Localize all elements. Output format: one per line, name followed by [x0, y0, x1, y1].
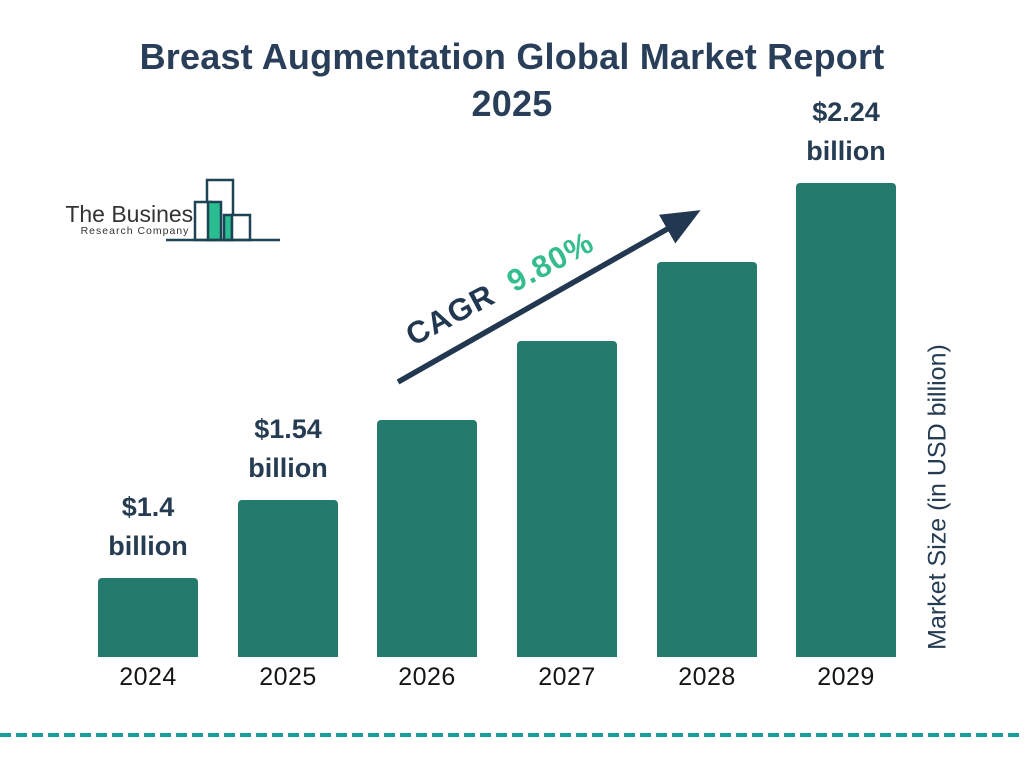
bar-2025 — [238, 500, 338, 657]
x-tick-2029: 2029 — [817, 663, 875, 691]
value-label-2024: $1.4 billion — [108, 492, 188, 561]
bar-2028 — [657, 262, 757, 657]
value-label-2029: $2.24 billion — [806, 97, 886, 166]
page-title-line2: 2025 — [471, 83, 553, 124]
x-tick-2026: 2026 — [398, 663, 456, 691]
company-logo: The Business Research Company — [60, 172, 290, 250]
bottom-dashed-divider — [0, 733, 1024, 737]
page-title: Breast Augmentation Global Market Report… — [0, 33, 1024, 127]
cagr-annotation: CAGR 9.80% — [400, 224, 600, 353]
company-logo-subname: Research Company — [80, 225, 190, 237]
page-title-line1: Breast Augmentation Global Market Report — [139, 36, 885, 77]
value-label-2025: $1.54 billion — [248, 414, 328, 483]
bar-2029 — [796, 183, 896, 657]
company-logo-name: The Business — [65, 201, 205, 227]
x-tick-2027: 2027 — [538, 663, 596, 691]
x-tick-2028: 2028 — [678, 663, 736, 691]
cagr-label: CAGR — [399, 277, 501, 353]
x-tick-2025: 2025 — [259, 663, 317, 691]
bar-chart-skyline-logo-icon — [166, 178, 280, 242]
y-axis-label: Market Size (in USD billion) — [923, 344, 952, 650]
bar-2027 — [517, 341, 617, 657]
x-tick-2024: 2024 — [119, 663, 177, 691]
bar-2026 — [377, 420, 477, 657]
bar-2024 — [98, 578, 198, 657]
cagr-value: 9.80% — [501, 224, 600, 299]
